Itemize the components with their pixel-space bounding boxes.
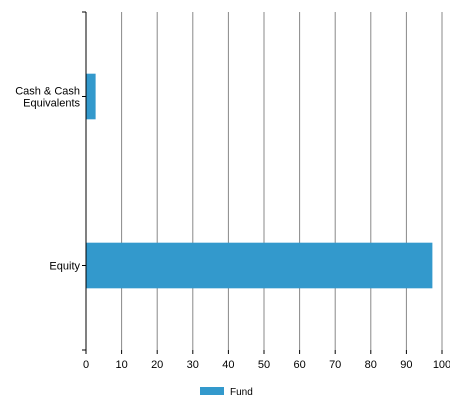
x-tick-label: 30 [187, 359, 199, 371]
y-tick-label: Cash & Cash Equivalents [15, 86, 80, 110]
bar-cash-cash-equivalents [86, 73, 96, 120]
x-tick-label: 40 [222, 359, 234, 371]
y-tick-label-line: Equity [49, 261, 80, 273]
x-tick-label: 50 [258, 359, 270, 371]
x-tick-label: 90 [400, 359, 412, 371]
y-tick-label: Equity [49, 261, 80, 273]
gridlines [121, 12, 443, 350]
bar-equity [86, 242, 433, 289]
legend: Fund [200, 387, 253, 398]
legend-label: Fund [230, 387, 253, 398]
x-tick-label: 80 [365, 359, 377, 371]
y-tick-label-line: Equivalents [23, 98, 80, 110]
axes: 0 10 20 30 40 50 60 70 80 90 100 Cash & Cash Equival… [15, 11, 450, 371]
x-tick-label: 60 [293, 359, 305, 371]
y-tick-label-line: Cash & Cash [15, 86, 80, 98]
bars [86, 73, 433, 289]
x-tick-label: 70 [329, 359, 341, 371]
x-tick-label: 0 [83, 359, 89, 371]
legend-swatch [200, 387, 224, 395]
x-tick-label: 10 [115, 359, 127, 371]
x-tick-label: 20 [151, 359, 163, 371]
x-tick-label: 100 [433, 359, 450, 371]
